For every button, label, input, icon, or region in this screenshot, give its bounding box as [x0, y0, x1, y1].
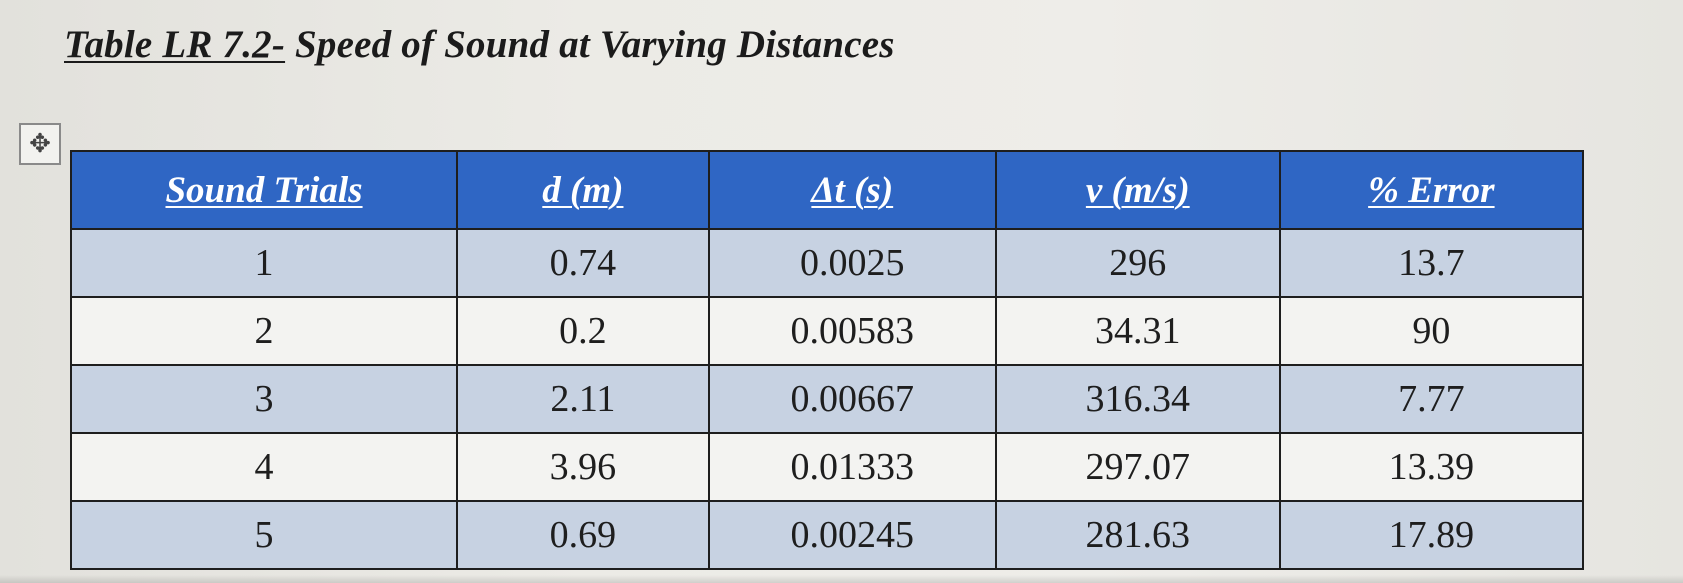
cell-velocity[interactable]: 281.63	[994, 500, 1281, 570]
cell-distance[interactable]: 3.96	[456, 432, 710, 502]
cell-delta-time[interactable]: 0.00245	[707, 500, 997, 570]
data-table: Sound Trials d (m) Δt (s) v (m/s) % Erro…	[69, 150, 1585, 570]
header-velocity: v (m/s)	[994, 150, 1281, 230]
cell-delta-time[interactable]: 0.01333	[707, 432, 997, 502]
title-text: Speed of Sound at Varying Distances	[285, 23, 895, 66]
cell-distance[interactable]: 0.69	[456, 500, 710, 570]
cell-percent-error[interactable]: 13.39	[1278, 432, 1585, 502]
header-percent-error: % Error	[1278, 150, 1585, 230]
move-arrows-icon[interactable]: ✥	[19, 123, 61, 165]
cell-distance[interactable]: 0.2	[456, 296, 710, 366]
table-row: 1 0.74 0.0025 296 13.7	[69, 228, 1585, 298]
cell-percent-error[interactable]: 17.89	[1278, 500, 1585, 570]
page-title: Table LR 7.2- Speed of Sound at Varying …	[64, 22, 895, 67]
cell-distance[interactable]: 0.74	[456, 228, 710, 298]
table-row: 3 2.11 0.00667 316.34 7.77	[69, 364, 1585, 434]
cell-trial[interactable]: 4	[69, 432, 459, 502]
header-distance: d (m)	[456, 150, 710, 230]
cell-trial[interactable]: 5	[69, 500, 459, 570]
table-row: 2 0.2 0.00583 34.31 90	[69, 296, 1585, 366]
cell-trial[interactable]: 1	[69, 228, 459, 298]
header-delta-time: Δt (s)	[707, 150, 997, 230]
cell-velocity[interactable]: 296	[994, 228, 1281, 298]
cell-delta-time[interactable]: 0.0025	[707, 228, 997, 298]
cell-percent-error[interactable]: 90	[1278, 296, 1585, 366]
cell-percent-error[interactable]: 7.77	[1278, 364, 1585, 434]
cell-velocity[interactable]: 34.31	[994, 296, 1281, 366]
cell-velocity[interactable]: 316.34	[994, 364, 1281, 434]
cell-distance[interactable]: 2.11	[456, 364, 710, 434]
cell-velocity[interactable]: 297.07	[994, 432, 1281, 502]
title-label: Table LR 7.2-	[64, 23, 286, 66]
cell-delta-time[interactable]: 0.00667	[707, 364, 997, 434]
cell-percent-error[interactable]: 13.7	[1278, 228, 1585, 298]
table-row: 4 3.96 0.01333 297.07 13.39	[69, 432, 1585, 502]
cell-trial[interactable]: 3	[69, 364, 459, 434]
bottom-edge	[0, 575, 1683, 583]
cell-trial[interactable]: 2	[69, 296, 459, 366]
cell-delta-time[interactable]: 0.00583	[707, 296, 997, 366]
table-row: 5 0.69 0.00245 281.63 17.89	[69, 500, 1585, 570]
header-sound-trials: Sound Trials	[69, 150, 459, 230]
header-row: Sound Trials d (m) Δt (s) v (m/s) % Erro…	[69, 150, 1585, 230]
